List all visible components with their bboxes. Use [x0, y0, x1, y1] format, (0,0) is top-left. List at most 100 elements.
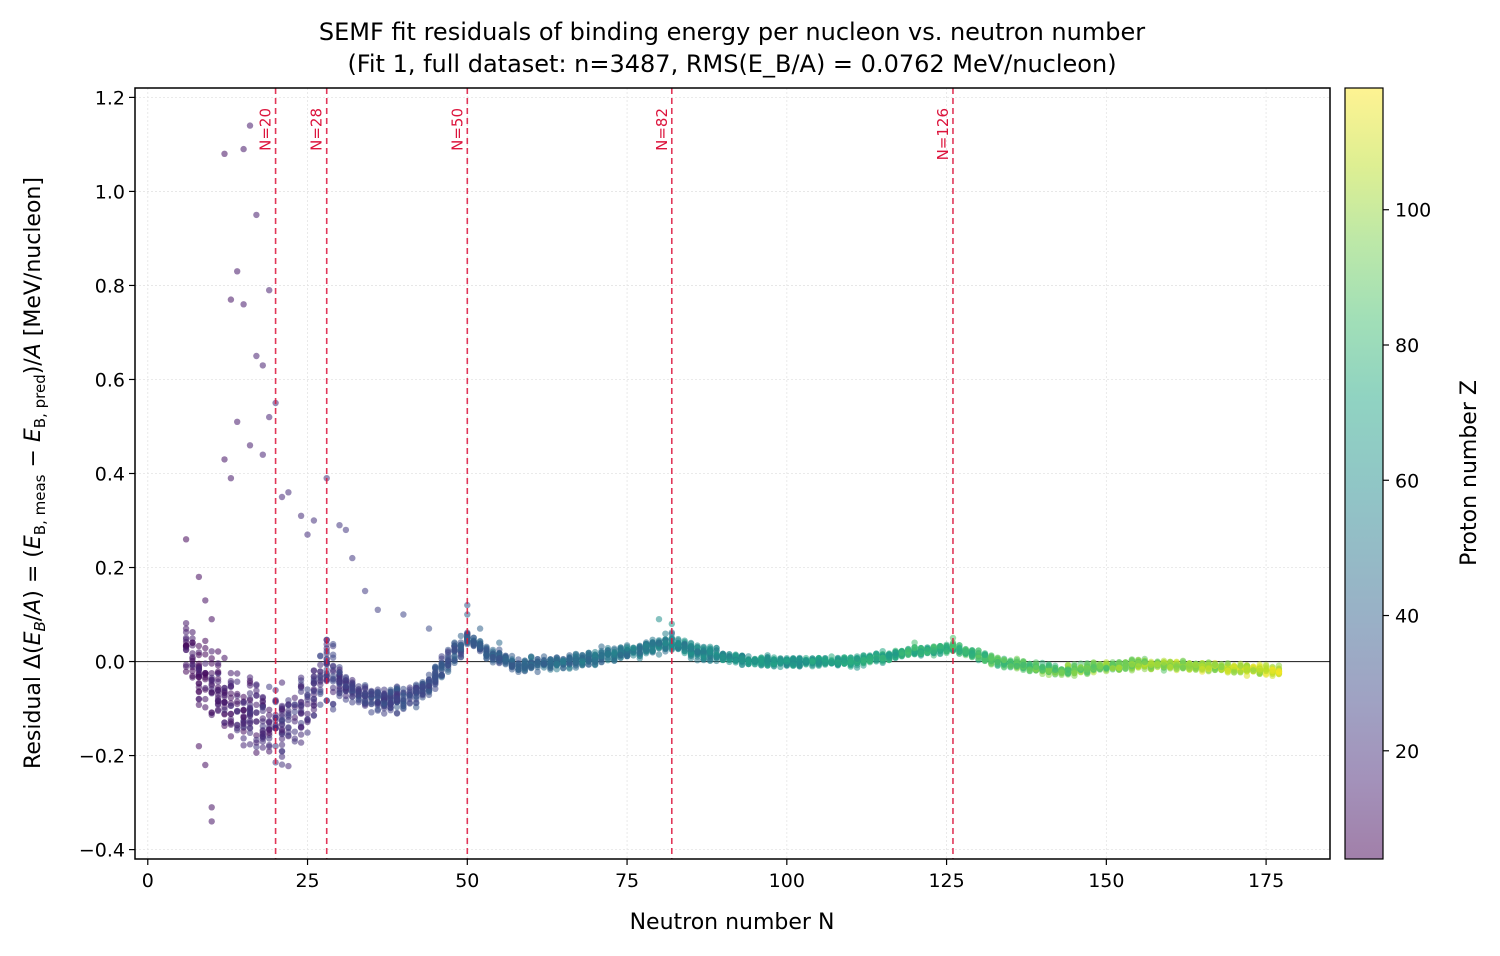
- residual-point: [310, 517, 318, 524]
- residual-point: [202, 637, 209, 645]
- x-tick-label: 125: [928, 870, 964, 892]
- residual-point: [413, 699, 420, 706]
- residual-point: [336, 687, 343, 694]
- residual-point: [368, 690, 375, 697]
- residual-point: [259, 744, 266, 751]
- residual-point: [719, 653, 727, 660]
- x-tick-label: 150: [1088, 870, 1124, 892]
- residual-point: [815, 661, 822, 668]
- residual-point: [681, 649, 688, 657]
- x-tick-label: 175: [1248, 870, 1284, 892]
- residual-point: [406, 700, 413, 707]
- residual-point: [240, 301, 247, 308]
- residual-point: [214, 668, 222, 675]
- residual-point: [349, 554, 356, 562]
- residual-point: [336, 692, 343, 700]
- residual-point: [195, 651, 203, 659]
- residual-point: [297, 710, 305, 717]
- residual-point: [368, 700, 375, 707]
- residual-point: [381, 699, 388, 707]
- residual-point: [227, 682, 235, 689]
- residual-point: [777, 658, 784, 665]
- y-label-close: )/: [21, 358, 46, 375]
- residual-point: [1179, 664, 1187, 671]
- residual-point: [266, 706, 273, 713]
- residual-point: [253, 692, 260, 699]
- residual-point: [1122, 659, 1129, 666]
- residual-point: [317, 673, 324, 680]
- y-label-equals: ) = (: [21, 549, 46, 599]
- y-label-a: A: [21, 599, 46, 616]
- residual-point: [1109, 659, 1116, 666]
- residual-point: [195, 696, 203, 703]
- residual-point: [214, 660, 222, 667]
- residual-point: [234, 721, 241, 728]
- residual-point: [1230, 663, 1238, 670]
- residual-point: [419, 683, 426, 690]
- residual-point: [253, 352, 260, 360]
- x-tick-label: 25: [295, 870, 319, 892]
- residual-point: [310, 680, 318, 687]
- residual-point: [968, 650, 976, 657]
- residual-point: [1186, 662, 1193, 669]
- residual-point: [285, 762, 292, 770]
- residual-point: [297, 739, 305, 746]
- residual-point: [259, 718, 266, 725]
- residual-point: [285, 701, 292, 708]
- residual-point: [189, 639, 196, 646]
- residual-point: [981, 651, 989, 659]
- residual-point: [866, 659, 874, 666]
- residual-point: [227, 733, 235, 740]
- residual-point: [202, 651, 209, 658]
- residual-point: [860, 652, 867, 659]
- residual-point: [770, 660, 778, 668]
- residual-point: [662, 639, 669, 647]
- residual-point: [796, 654, 803, 662]
- residual-point: [1205, 664, 1212, 671]
- y-label-e-meas: E: [21, 535, 46, 549]
- residual-point: [323, 673, 330, 680]
- residual-point: [1211, 661, 1219, 668]
- residual-point: [221, 150, 228, 157]
- residual-point: [393, 686, 401, 693]
- residual-point: [240, 707, 247, 714]
- residual-point: [713, 644, 720, 652]
- shell-closure-label: N=20: [257, 108, 275, 151]
- residual-point: [278, 710, 286, 718]
- residual-point: [329, 651, 337, 658]
- residual-point: [413, 704, 420, 711]
- residual-point: [291, 694, 298, 701]
- residual-point: [1262, 667, 1270, 675]
- residual-point: [317, 701, 324, 708]
- residual-point: [253, 701, 260, 708]
- residual-point: [234, 727, 241, 734]
- residual-point: [329, 684, 337, 692]
- residual-point: [885, 651, 893, 658]
- residual-point: [266, 726, 273, 733]
- residual-point: [208, 648, 215, 655]
- residual-point: [304, 686, 311, 693]
- x-tick-label: 75: [615, 870, 639, 892]
- y-label-e-pred-sub: B, pred: [31, 374, 49, 428]
- residual-point: [406, 692, 413, 699]
- residual-point: [285, 707, 292, 714]
- residual-point: [240, 693, 247, 701]
- residual-point: [349, 693, 356, 700]
- residual-point: [234, 690, 241, 698]
- residual-point: [387, 689, 394, 696]
- residual-point: [246, 704, 254, 711]
- y-label-units: [MeV/nucleon]: [21, 177, 46, 343]
- residual-point: [1141, 658, 1148, 666]
- residual-point: [860, 659, 867, 667]
- residual-point: [585, 656, 592, 663]
- residual-point: [355, 689, 362, 696]
- residual-point: [579, 651, 586, 659]
- residual-point: [253, 749, 260, 756]
- y-label-minus: −: [21, 442, 46, 474]
- residual-point: [1250, 667, 1257, 674]
- y-tick-label: 0.6: [95, 369, 125, 391]
- residual-point: [432, 685, 439, 692]
- residual-point: [368, 709, 375, 716]
- residual-point: [221, 719, 228, 726]
